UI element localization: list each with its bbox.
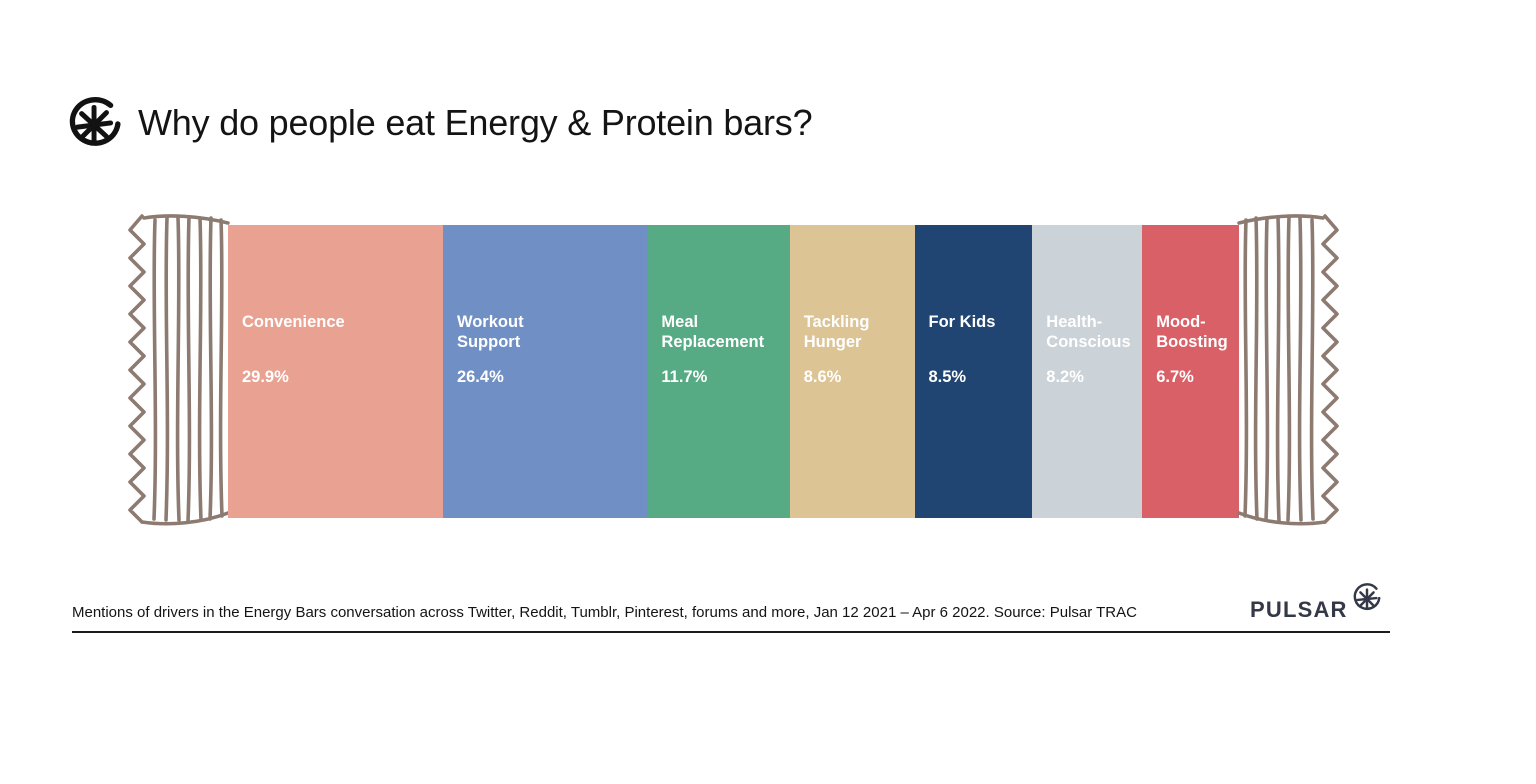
segment-value: 11.7% (661, 368, 708, 386)
segment-value: 8.6% (803, 368, 842, 386)
segment-value: 26.4% (456, 368, 504, 386)
segment-value: 8.2% (1046, 368, 1084, 386)
source-caption: Mentions of drivers in the Energy Bars c… (72, 604, 1137, 621)
segment-label: Workout Support (456, 313, 524, 351)
bar-segment-meal-replacement: Meal Replacement 11.7% (647, 225, 790, 518)
bar-segment-convenience: Convenience 29.9% (228, 225, 443, 518)
bar-segment-for-kids: For Kids 8.5% (914, 225, 1033, 518)
segment-label: Health- Conscious (1046, 313, 1131, 351)
pulsar-asterisk-icon (1353, 583, 1381, 611)
stacked-bar: Convenience 29.9% Workout Support 26.4% … (228, 225, 1239, 518)
segment-value: 29.9% (242, 368, 289, 386)
segment-label: Meal Replacement (661, 313, 765, 351)
asterisk-circle-icon (69, 96, 121, 146)
bar-segment-tackling-hunger: Tackling Hunger 8.6% (789, 225, 915, 518)
wrapper-end-right-icon (1237, 214, 1339, 526)
bar-segment-health-conscious: Health- Conscious 8.2% (1032, 225, 1143, 518)
bar-segment-mood-boosting: Mood- Boosting 6.7% (1142, 225, 1239, 518)
footer-divider (72, 631, 1390, 633)
segment-value: 6.7% (1156, 368, 1194, 386)
segment-value: 8.5% (928, 368, 967, 386)
segment-label: Convenience (242, 313, 345, 331)
segment-label: For Kids (928, 313, 996, 331)
pulsar-logo: PULSAR (1250, 583, 1383, 623)
wrapper-end-left-icon (128, 214, 230, 526)
pulsar-logo-text: PULSAR (1250, 597, 1348, 622)
page-title: Why do people eat Energy & Protein bars? (138, 102, 813, 143)
segment-label: Tackling Hunger (803, 313, 870, 351)
segment-label: Mood- Boosting (1156, 313, 1228, 351)
bar-segment-workout-support: Workout Support 26.4% (442, 225, 648, 518)
